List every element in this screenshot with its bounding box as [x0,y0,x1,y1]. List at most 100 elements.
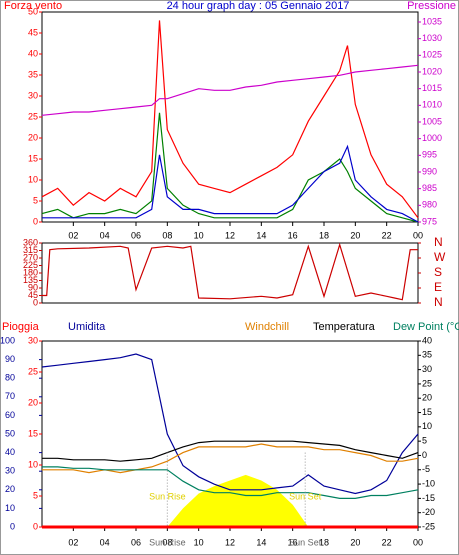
y2-tick-label: 1000 [422,133,442,143]
line [42,144,419,223]
x-tick-label: 12 [225,537,235,547]
x-tick-label: 04 [100,537,110,547]
chart-title: 24 hour graph day : 05 Gennaio 2017 [167,0,350,12]
x-tick-label: 20 [350,230,360,240]
x-tick-label: 10 [194,537,204,547]
y-tick-label: 45 [28,290,38,300]
plot-area [41,242,419,304]
y-tick-label: 80 [5,373,15,383]
y2-axis-title: Pressione [407,0,456,12]
x-tick-label: 22 [382,537,392,547]
y-tick-label: 225 [23,260,38,270]
y-tick-label: 25 [28,111,38,121]
y-tick-label: 60 [5,410,15,420]
annotation: Sun Set [289,492,322,502]
x-tick-label: 10 [194,230,204,240]
line [42,466,419,499]
y2-tick-label: 990 [422,166,437,176]
y-tick-label: 40 [5,447,15,457]
line [41,20,419,219]
y2-tick-label: 15 [422,407,432,417]
y2-tick-label: E [434,280,442,294]
y-tick-label: 10 [5,503,15,513]
y-tick-label: 50 [5,428,15,438]
y-tick-label: 100 [0,335,15,345]
y2-tick-label: 1015 [422,83,442,93]
line [41,112,419,223]
line [42,440,419,462]
legend-entry: Temperatura [313,321,376,333]
annotation-axis: Sun Set [289,537,322,547]
y2-tick-label: 1010 [422,100,442,110]
y-tick-label: 50 [28,6,38,16]
x-tick-label: 16 [288,230,298,240]
y-axis-title: Forza vento [4,0,62,12]
y2-tick-label: -25 [422,521,435,531]
y3-tick-label: 10 [28,459,38,469]
y2-tick-label: -20 [422,507,435,517]
y3-tick-label: 15 [28,428,38,438]
area [42,474,418,527]
x-tick-label: 18 [319,537,329,547]
y2-tick-label: 1035 [422,16,442,26]
y-tick-label: 5 [33,195,38,205]
y-tick-label: 35 [28,69,38,79]
plot-area [41,11,419,223]
legend-entry: Dew Point (°C [393,321,459,333]
legend-entry: Pioggia [2,321,40,333]
y2-tick-label: 975 [422,216,437,226]
x-tick-label: 08 [162,230,172,240]
x-tick-label: 22 [382,230,392,240]
line [41,353,419,495]
y-tick-label: 20 [28,132,38,142]
y-tick-label: 135 [23,275,38,285]
y-tick-label: 0 [33,297,38,307]
y-tick-label: 270 [23,252,38,262]
y3-tick-label: 30 [28,335,38,345]
y2-tick-label: 1005 [422,116,442,126]
y-tick-label: 30 [5,466,15,476]
y-tick-label: 90 [28,282,38,292]
y2-tick-label: 1030 [422,33,442,43]
y-tick-label: 90 [5,354,15,364]
y-tick-label: 0 [10,521,15,531]
y2-tick-label: 980 [422,200,437,210]
y-tick-label: 20 [5,484,15,494]
x-tick-label: 02 [68,230,78,240]
x-tick-label: 08 [162,537,172,547]
line [42,242,418,301]
y3-tick-label: 25 [28,366,38,376]
y2-tick-label: S [434,265,442,279]
y2-tick-label: 30 [422,364,432,374]
y-tick-label: 10 [28,174,38,184]
x-tick-label: 20 [350,537,360,547]
y-tick-label: 30 [28,90,38,100]
y2-tick-label: -15 [422,493,435,503]
y-tick-label: 45 [28,27,38,37]
x-tick-label: 02 [68,537,78,547]
y2-tick-label: 25 [422,378,432,388]
y2-tick-label: -5 [422,464,430,474]
y2-tick-label: W [434,250,446,264]
x-tick-label: 00 [413,230,423,240]
y-tick-label: 40 [28,48,38,58]
y-tick-label: 15 [28,153,38,163]
y-tick-label: 315 [23,245,38,255]
legend-entry: Windchill [245,321,289,333]
y2-tick-label: 40 [422,335,432,345]
x-tick-label: 14 [256,537,266,547]
y2-tick-label: 5 [422,436,427,446]
y-tick-label: 360 [23,237,38,247]
y2-tick-label: 20 [422,393,432,403]
y-tick-label: 70 [5,391,15,401]
y2-tick-label: -10 [422,478,435,488]
y-tick-label: 180 [23,267,38,277]
y3-tick-label: 0 [33,521,38,531]
y2-tick-label: 1025 [422,50,442,60]
x-tick-label: 00 [413,537,423,547]
y2-tick-label: 1020 [422,66,442,76]
annotation-axis: Sun Rise [149,537,186,547]
x-tick-label: 04 [100,230,110,240]
y-tick-label: 0 [33,216,38,226]
